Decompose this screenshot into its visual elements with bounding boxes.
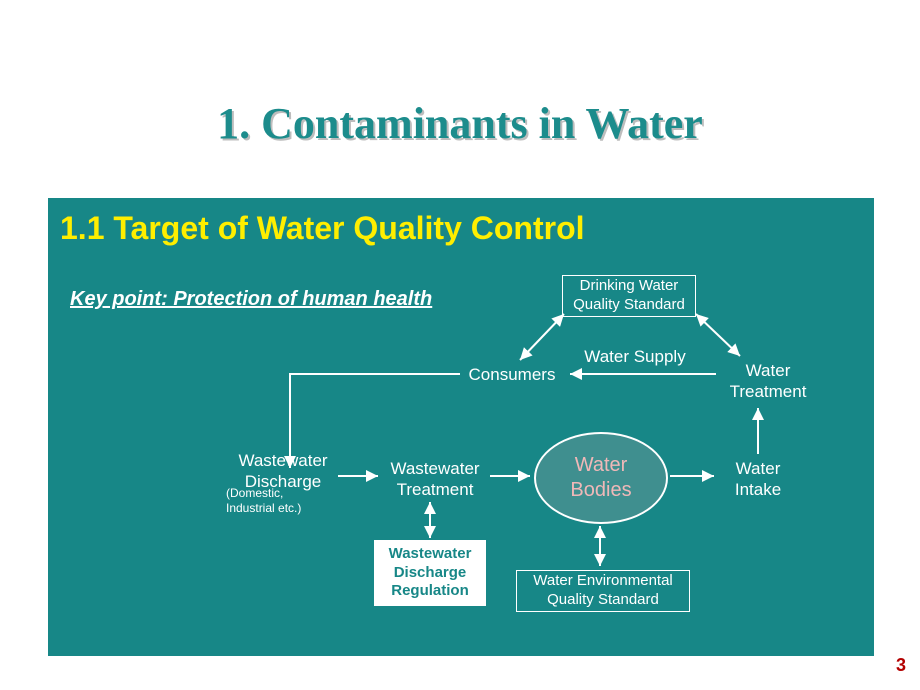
arrow-0 — [520, 314, 564, 360]
diagram-label-intake: Water Intake — [718, 458, 798, 500]
diagram-box-wdr: Wastewater Discharge Regulation — [374, 540, 486, 606]
water-cycle-diagram: Drinking Water Quality Standard Consumers… — [0, 0, 920, 690]
diagram-ellipse-bodies: Water Bodies — [534, 432, 668, 524]
diagram-label-water_supply_lbl: Water Supply — [580, 346, 690, 366]
diagram-box-dwqs: Drinking Water Quality Standard — [562, 275, 696, 317]
diagram-label-wtreat: Water Treatment — [718, 360, 818, 402]
arrow-1 — [696, 314, 740, 356]
diagram-label-wwt: Wastewater Treatment — [380, 458, 490, 500]
diagram-ellipse-bodies-label: Water Bodies — [570, 453, 631, 503]
diagram-label-consumers: Consumers — [462, 364, 562, 386]
diagram-box-weqs-label: Water Environmental Quality Standard — [527, 570, 679, 612]
diagram-box-dwqs-label: Drinking Water Quality Standard — [567, 275, 691, 317]
diagram-box-weqs: Water Environmental Quality Standard — [516, 570, 690, 612]
diagram-label-wwd_sub: (Domestic, Industrial etc.) — [226, 486, 336, 520]
diagram-box-wdr-label: Wastewater Discharge Regulation — [383, 543, 478, 603]
page-number: 3 — [896, 655, 906, 676]
